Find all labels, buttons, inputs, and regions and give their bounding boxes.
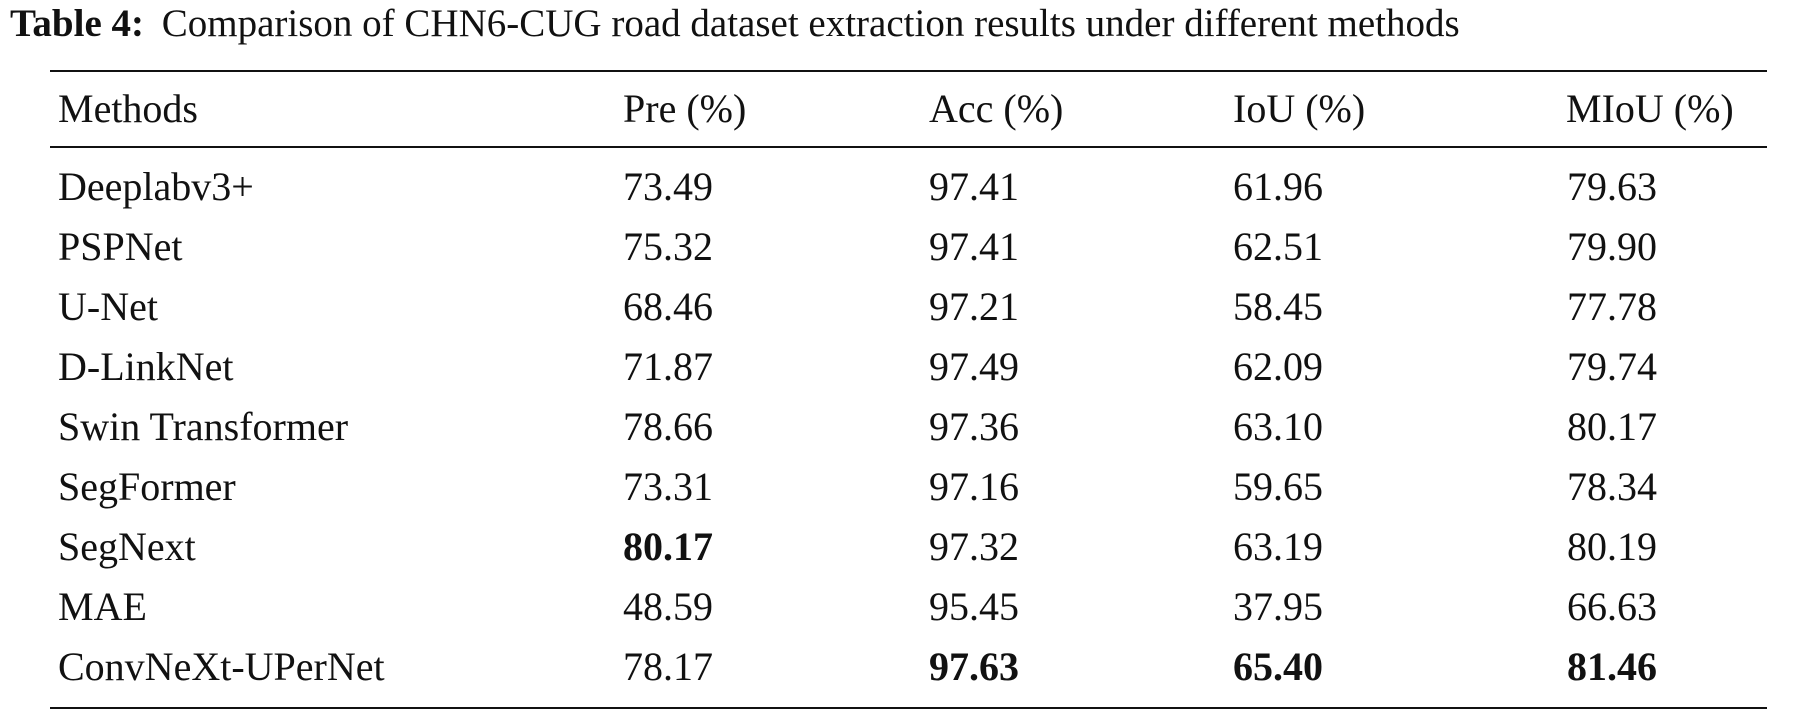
table-cell-iou: 62.51: [1233, 224, 1323, 269]
table-caption-text: Comparison of CHN6-CUG road dataset extr…: [161, 2, 1460, 45]
table-cell-pre: 78.17: [623, 644, 713, 689]
table-row-method: SegNext: [58, 524, 196, 569]
table-row-method: D-LinkNet: [58, 344, 234, 389]
table-cell-pre: 73.31: [623, 464, 713, 509]
table-cell-iou: 59.65: [1233, 464, 1323, 509]
table-cell-iou-best: 65.40: [1233, 644, 1323, 689]
table-row-method: U-Net: [58, 284, 158, 329]
table-cell-pre: 68.46: [623, 284, 713, 329]
table-row-method: Deeplabv3+: [58, 164, 254, 209]
table-cell-iou: 63.10: [1233, 404, 1323, 449]
table-cell-iou: 58.45: [1233, 284, 1323, 329]
table-cell-miou: 80.17: [1567, 404, 1657, 449]
table-cell-pre: 73.49: [623, 164, 713, 209]
table-caption-label: Table 4:: [10, 2, 145, 45]
table-cell-acc: 97.21: [929, 284, 1019, 329]
table-cell-acc: 97.16: [929, 464, 1019, 509]
column-header-pre: Pre (%): [623, 86, 747, 131]
table-cell-pre: 78.66: [623, 404, 713, 449]
table-cell-acc: 97.41: [929, 224, 1019, 269]
table-row-method: MAE: [58, 584, 147, 629]
table-top-rule: [50, 70, 1767, 72]
table-row-method: PSPNet: [58, 224, 183, 269]
table-cell-pre-best: 80.17: [623, 524, 713, 569]
table-cell-miou-best: 81.46: [1567, 644, 1657, 689]
table-cell-pre: 71.87: [623, 344, 713, 389]
table-cell-miou: 79.63: [1567, 164, 1657, 209]
table-cell-miou: 78.34: [1567, 464, 1657, 509]
table-cell-pre: 48.59: [623, 584, 713, 629]
table-row-method: ConvNeXt-UPerNet: [58, 644, 385, 689]
table-cell-miou: 66.63: [1567, 584, 1657, 629]
table-cell-miou: 80.19: [1567, 524, 1657, 569]
table-caption: Table 4: Comparison of CHN6-CUG road dat…: [10, 0, 1810, 48]
table-cell-iou: 63.19: [1233, 524, 1323, 569]
column-header-methods: Methods: [58, 86, 198, 131]
table-cell-iou: 61.96: [1233, 164, 1323, 209]
column-header-iou: IoU (%): [1233, 86, 1366, 131]
table-cell-miou: 79.90: [1567, 224, 1657, 269]
table-cell-iou: 62.09: [1233, 344, 1323, 389]
table-cell-acc: 95.45: [929, 584, 1019, 629]
table-cell-pre: 75.32: [623, 224, 713, 269]
table-row-method: Swin Transformer: [58, 404, 349, 449]
table-cell-miou: 79.74: [1567, 344, 1657, 389]
table-row-method: SegFormer: [58, 464, 236, 509]
table-cell-acc: 97.36: [929, 404, 1019, 449]
column-header-miou: MIoU (%): [1566, 86, 1734, 131]
table-cell-acc: 97.41: [929, 164, 1019, 209]
table-bottom-rule: [50, 707, 1767, 709]
table-cell-miou: 77.78: [1567, 284, 1657, 329]
table-cell-acc-best: 97.63: [929, 644, 1019, 689]
table-header-rule: [50, 146, 1767, 148]
column-header-acc: Acc (%): [929, 86, 1064, 131]
table-cell-acc: 97.32: [929, 524, 1019, 569]
table-cell-acc: 97.49: [929, 344, 1019, 389]
table-cell-iou: 37.95: [1233, 584, 1323, 629]
